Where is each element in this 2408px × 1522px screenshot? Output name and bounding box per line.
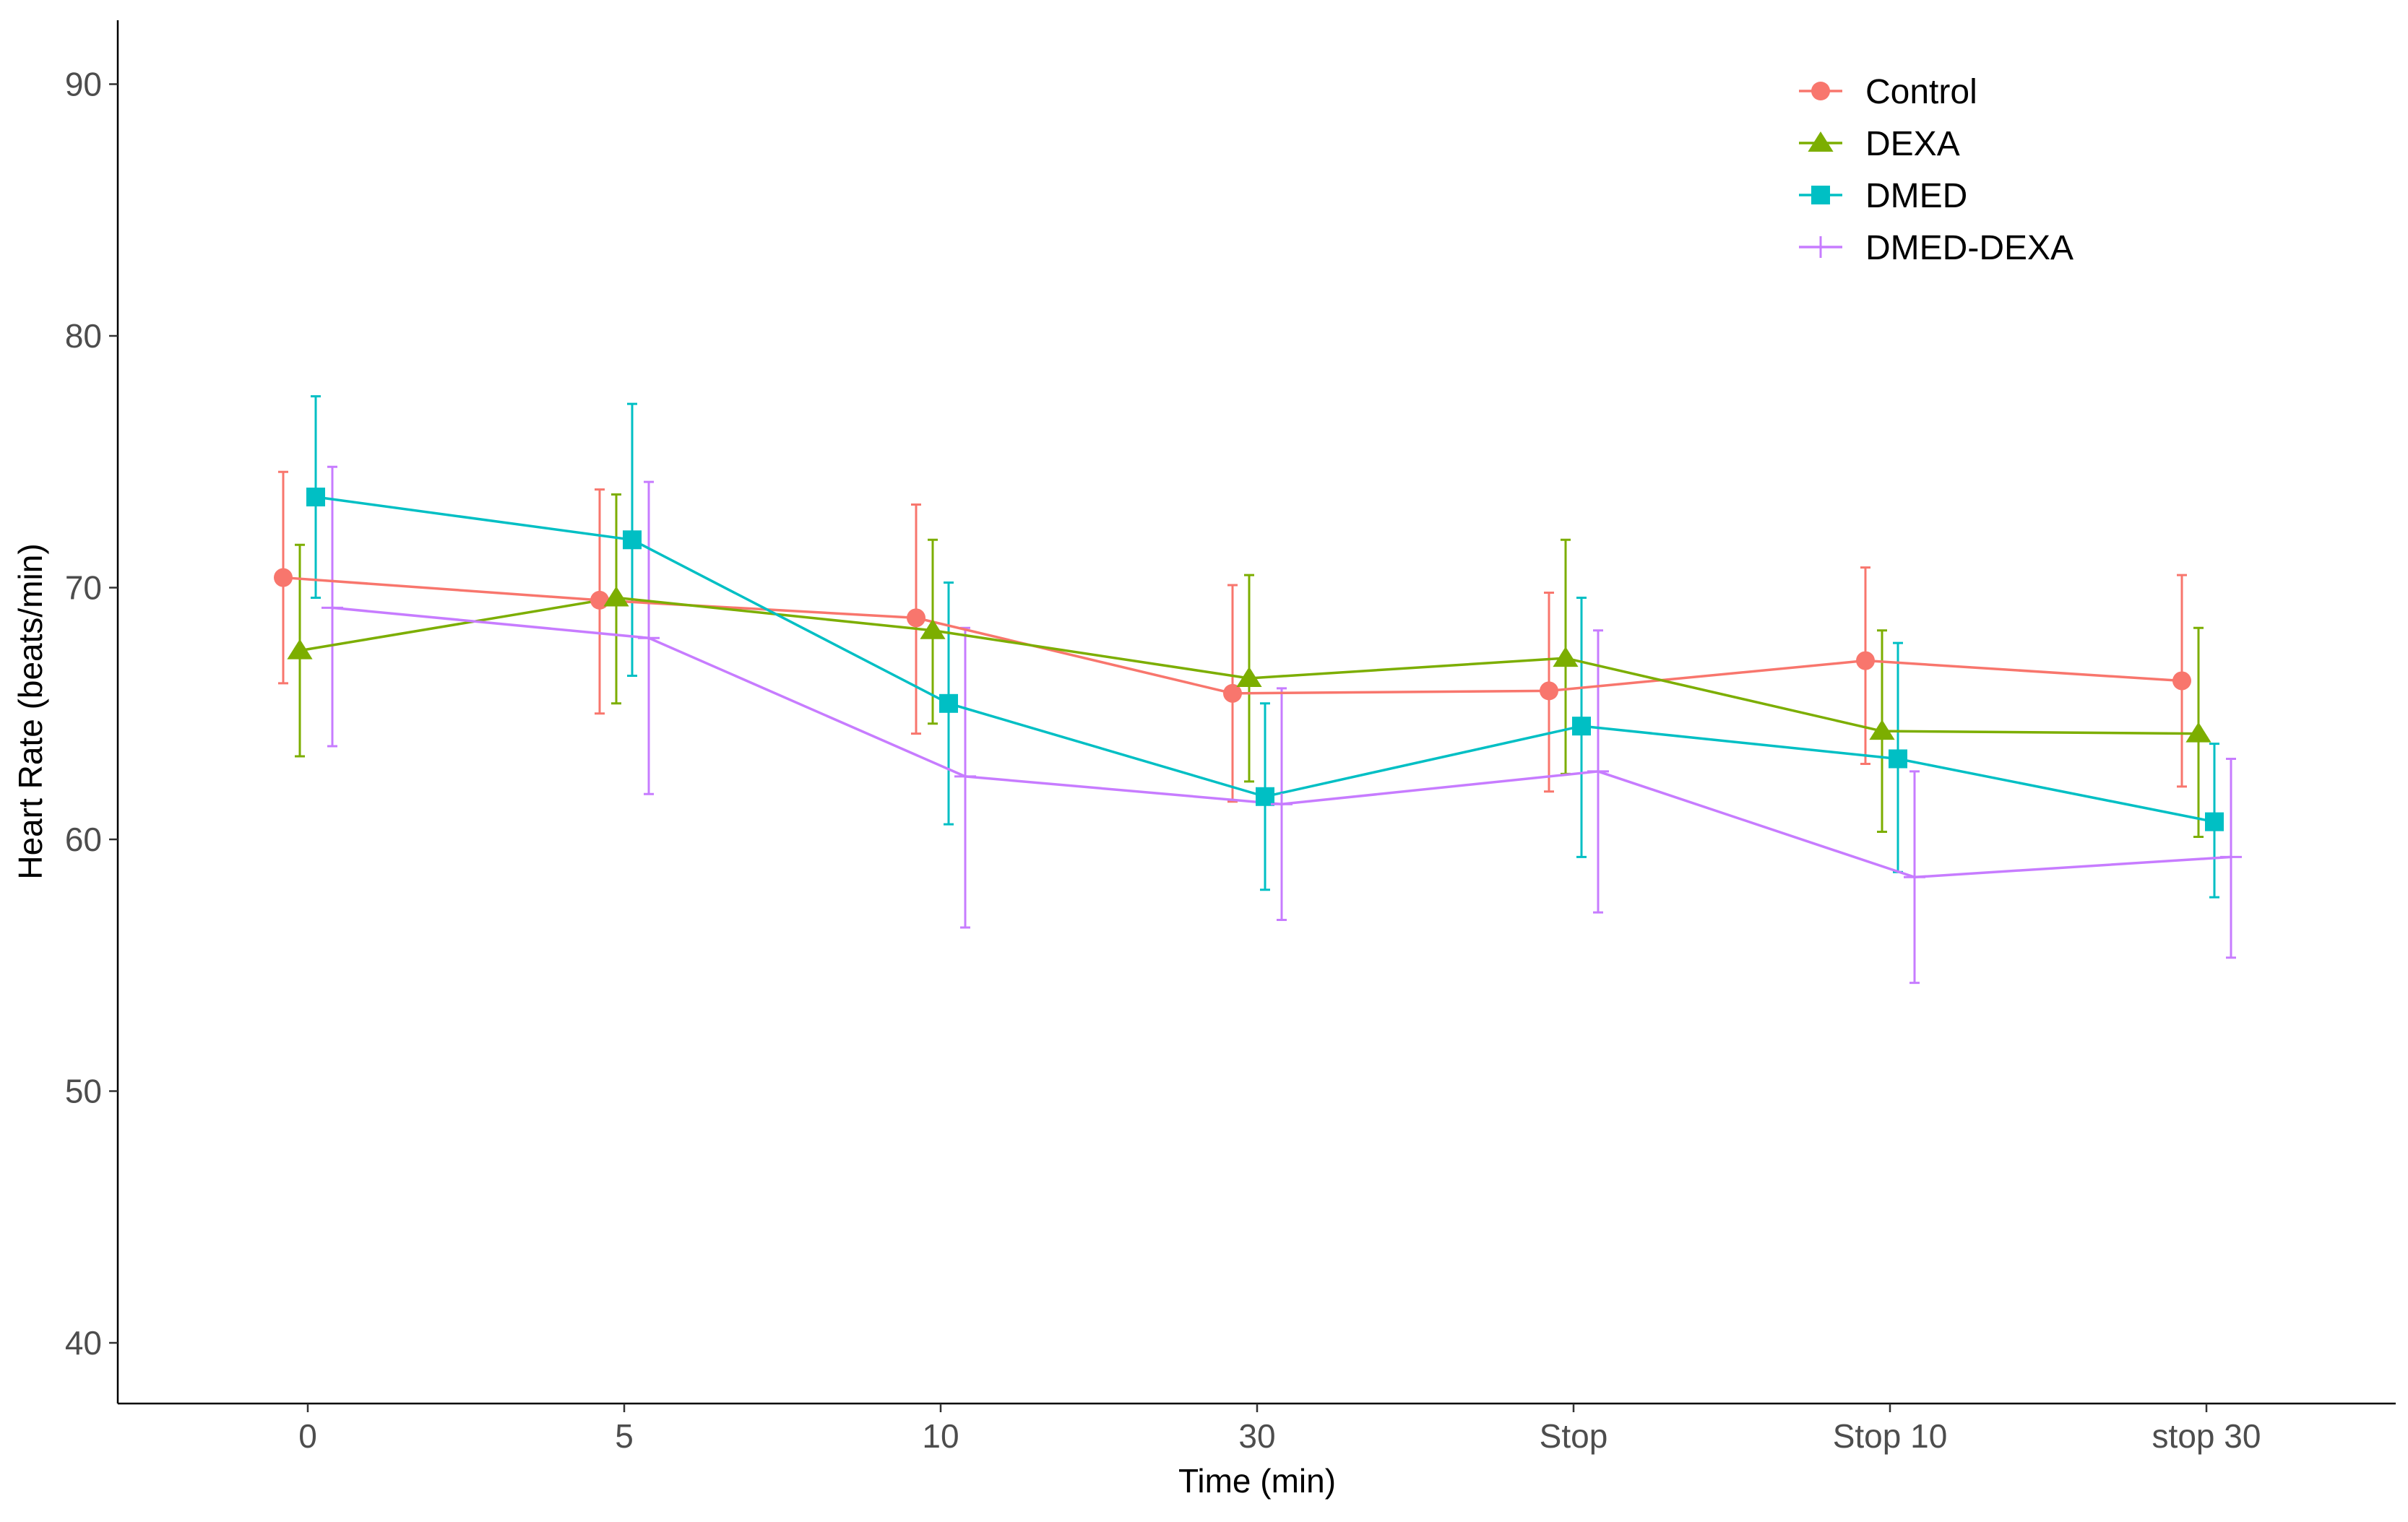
legend-item-dmed-dexa: DMED-DEXA [1799,229,2073,267]
y-tick-label-80: 80 [65,317,102,355]
legend-marker-dexa [1808,131,1834,152]
data-point-control-10 [907,608,925,628]
y-tick-label-50: 50 [65,1073,102,1110]
data-point-dmed-10 [939,693,958,713]
x-tick-label-0: 0 [298,1417,317,1455]
x-tick-label-10: 10 [922,1417,959,1455]
x-axis-ticks: 0 5 10 30 Stop Stop 10 stop 30 [298,1404,2261,1455]
data-point-control-stop-30 [2172,671,2191,691]
data-point-dexa-10 [920,618,946,639]
data-point-dmed-dexa-stop-30 [2220,846,2242,868]
y-tick-label-60: 60 [65,821,102,858]
data-point-dmed-0 [306,488,325,507]
data-point-dmed-stop-10 [1889,749,1907,769]
data-point-dmed-stop-30 [2205,812,2224,831]
x-axis-title: Time (min) [1178,1462,1336,1500]
y-tick-label-90: 90 [65,66,102,103]
data-point-dmed-30 [1256,787,1274,806]
legend-marker-dmed [1811,186,1830,204]
series-lines-layer [282,496,2232,879]
data-point-dmed-5 [623,530,642,550]
data-point-dexa-stop [1553,647,1579,667]
x-tick-label-stop: Stop [1540,1417,1608,1455]
data-point-control-5 [590,590,609,610]
x-tick-label-30: 30 [1238,1417,1275,1455]
data-point-dmed-dexa-0 [322,597,343,619]
legend-marker-control [1811,82,1830,100]
data-point-dexa-5 [603,586,629,607]
legend-label-dmed-dexa: DMED-DEXA [1865,229,2073,267]
x-tick-label-5: 5 [615,1417,634,1455]
data-point-dmed-dexa-stop-10 [1904,866,1925,888]
x-tick-label-stop-10: Stop 10 [1833,1417,1948,1455]
legend-label-control: Control [1865,73,1977,111]
data-point-dexa-0 [287,639,313,660]
legend-item-dmed: DMED [1799,177,1967,215]
data-points-layer [274,488,2242,888]
legend-label-dmed: DMED [1865,177,1967,215]
legend-label-dexa: DEXA [1865,125,1960,163]
y-axis-title: Heart Rate (beats/min) [12,543,49,879]
data-point-dmed-stop [1572,717,1591,736]
legend-item-control: Control [1799,73,1977,111]
y-tick-label-70: 70 [65,569,102,607]
data-point-dexa-stop-10 [1869,719,1895,740]
data-point-dmed-dexa-30 [1271,793,1293,816]
y-tick-label-40: 40 [65,1324,102,1362]
data-point-dmed-dexa-5 [638,627,660,649]
data-point-control-30 [1223,683,1242,703]
data-point-dexa-30 [1236,666,1262,687]
legend-item-dexa: DEXA [1799,125,1960,163]
y-axis-ticks: 40 50 60 70 80 90 [65,66,118,1362]
axes-layer [116,20,2396,1405]
x-tick-label-stop-30: stop 30 [2152,1417,2261,1455]
data-point-control-stop [1540,681,1558,701]
data-point-dmed-dexa-stop [1587,760,1609,782]
error-bars-layer [278,395,2236,985]
data-point-control-stop-10 [1856,651,1875,670]
data-point-dexa-stop-30 [2185,722,2211,743]
legend: Control DEXA DMED DMED-DEXA [1799,73,2073,267]
legend-marker-dmed-dexa [1810,236,1831,258]
data-point-control-0 [274,568,293,587]
data-point-dmed-dexa-10 [954,765,976,787]
